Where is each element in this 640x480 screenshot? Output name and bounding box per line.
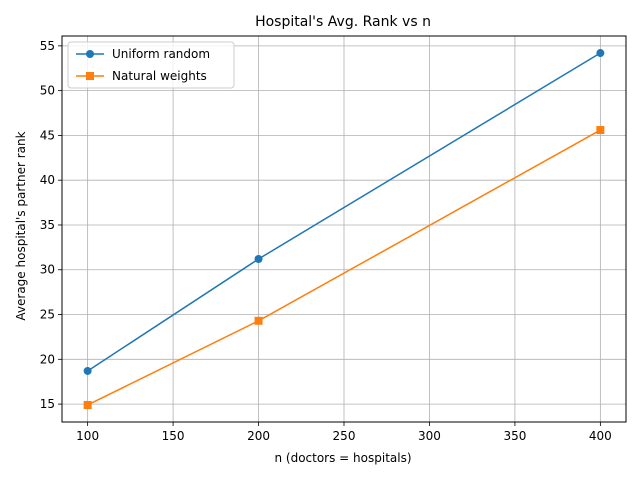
data-point-square [83, 400, 92, 409]
legend-box [67, 41, 235, 89]
ticks: 100 150 200 250 300 350 400 15 20 25 30 35 40 45 50 55 [40, 39, 612, 443]
grid [62, 36, 626, 422]
y-tick-label: 35 [40, 218, 55, 232]
y-tick-label: 25 [40, 308, 55, 322]
y-tick-label: 30 [40, 263, 55, 277]
y-tick-label: 50 [40, 84, 55, 98]
y-axis-label: Average hospital's partner rank [14, 131, 28, 320]
data-point-square [596, 126, 605, 135]
x-tick-label: 400 [589, 429, 612, 443]
x-tick-label: 100 [76, 429, 99, 443]
x-tick-label: 300 [418, 429, 441, 443]
x-tick-label: 350 [503, 429, 526, 443]
data-point-circle [596, 49, 605, 58]
legend-label: Natural weights [112, 69, 207, 83]
data-point-square [254, 316, 263, 325]
y-tick-label: 15 [40, 397, 55, 411]
legend: Uniform random Natural weights [67, 41, 235, 89]
x-tick-label: 150 [162, 429, 185, 443]
legend-marker-square [86, 72, 94, 80]
legend-marker-circle [86, 50, 94, 58]
y-tick-label: 55 [40, 39, 55, 53]
y-tick-label: 40 [40, 173, 55, 187]
x-tick-label: 250 [333, 429, 356, 443]
data-point-circle [254, 255, 263, 264]
legend-label: Uniform random [112, 47, 210, 61]
x-tick-label: 200 [247, 429, 270, 443]
y-tick-label: 20 [40, 352, 55, 366]
x-axis-label: n (doctors = hospitals) [274, 451, 411, 465]
series-layer [83, 49, 605, 409]
data-point-circle [83, 366, 92, 375]
chart-title: Hospital's Avg. Rank vs n [255, 14, 431, 30]
y-tick-label: 45 [40, 128, 55, 142]
